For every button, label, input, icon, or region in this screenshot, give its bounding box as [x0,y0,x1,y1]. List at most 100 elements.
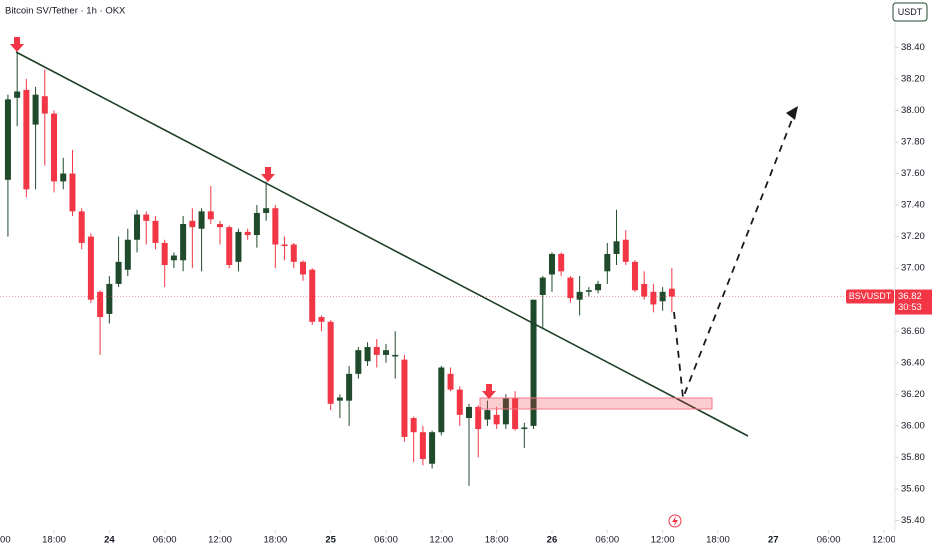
y-tick-label: 37.40 [901,200,925,211]
candle-body [355,350,362,374]
candle-body [161,242,168,265]
candle-body [419,432,426,460]
x-tick-label: 18:00 [42,535,66,546]
y-tick-label: 37.60 [901,168,925,179]
candle-body [143,214,150,221]
candle-body [327,321,334,404]
candle-body [217,223,224,228]
candle-body [272,208,279,245]
candle-body [97,291,104,318]
candle-body [115,261,122,284]
y-tick-label: 37.00 [901,263,925,274]
candle-body [78,211,85,243]
candle-body [548,253,555,275]
zone-box [479,397,713,410]
candle-body [502,397,509,425]
y-tick-label: 38.40 [901,42,925,53]
currency-button[interactable] [892,2,928,22]
title-bg [0,0,140,20]
candle-body [318,317,325,322]
y-tick-label: 36.60 [901,326,925,337]
candle-body [650,291,657,305]
candle-body [180,223,187,261]
candle-body [521,427,528,430]
candle-body [290,244,297,262]
candle-body [641,283,648,297]
candle-body [281,244,288,247]
event-icon[interactable] [668,514,682,528]
down-arrow [482,384,496,399]
candle-body [198,211,205,229]
signal-arrows [10,37,496,399]
candle-body [244,231,251,236]
price-axis [895,0,932,550]
down-arrow [261,167,275,182]
candle-body [512,397,519,430]
x-tick-label: 26 [547,535,558,546]
candle-body [41,96,48,114]
candle-body [659,291,666,302]
candle-body [106,283,113,314]
y-tick-label: 36.20 [901,389,925,400]
candle-body [373,347,380,355]
x-tick-label: 06:00 [595,535,619,546]
projection-path [673,111,796,399]
x-tick-label: 06:00 [374,535,398,546]
candle-body [235,231,242,262]
y-tick-label: 36.00 [901,420,925,431]
candle-body [382,350,389,355]
candle-body [69,173,76,212]
x-tick-label: 12:00 [429,535,453,546]
candle-body [530,299,537,426]
candle-body [364,347,371,362]
candle-body [309,269,316,322]
x-tick-label: 12:00 [651,535,675,546]
chart-title: Bitcoin SV/Tether · 1h · OKX [5,6,126,17]
candle-body [124,239,131,270]
candle-body [576,291,583,300]
candle-body [484,410,491,420]
x-tick-label: 06:00 [153,535,177,546]
x-tick-label: 12:00 [208,535,232,546]
last-price-label: 36.82 [898,291,922,302]
last-price-tag [895,289,932,315]
plot-area: 12:00 18:00 24 06:00 12:00 18:00 25 06:00 12:00 1… [0,52,896,546]
candle-body [14,91,21,98]
candle-body [475,406,482,430]
trend-line [15,51,749,437]
x-tick-label: 18:00 [706,535,730,546]
candle-body [263,208,270,213]
candle-body [604,253,611,272]
symbol-label: BSVUSDT [849,291,892,301]
x-tick-label: 18:00 [485,535,509,546]
candle-body [87,236,94,300]
countdown-label: 30:53 [898,302,922,313]
x-tick-label: 06:00 [817,535,841,546]
candle-body [23,89,30,190]
candle-body [438,367,445,433]
candle-body [134,214,141,240]
y-tick-label: 36.40 [901,357,925,368]
candle-body [32,94,39,125]
down-arrow [10,37,24,52]
candle-body [152,220,159,243]
candle-body [4,99,11,180]
candle-body [558,253,565,272]
candle-body [631,261,638,291]
y-tick-label: 38.00 [901,105,925,116]
y-tick-label: 35.40 [901,515,925,526]
symbol-tag [846,289,894,304]
candle-body [668,288,675,297]
x-tick-label: 27 [768,535,779,546]
candle-body [410,418,417,433]
candle-body [493,414,500,425]
y-tick-label: 37.20 [901,231,925,242]
candle-body [253,212,260,236]
candle-body [465,406,472,419]
x-tick-label: 18:00 [263,535,287,546]
candle-body [336,397,343,401]
candle-body [622,239,629,262]
candle-body [346,373,353,401]
